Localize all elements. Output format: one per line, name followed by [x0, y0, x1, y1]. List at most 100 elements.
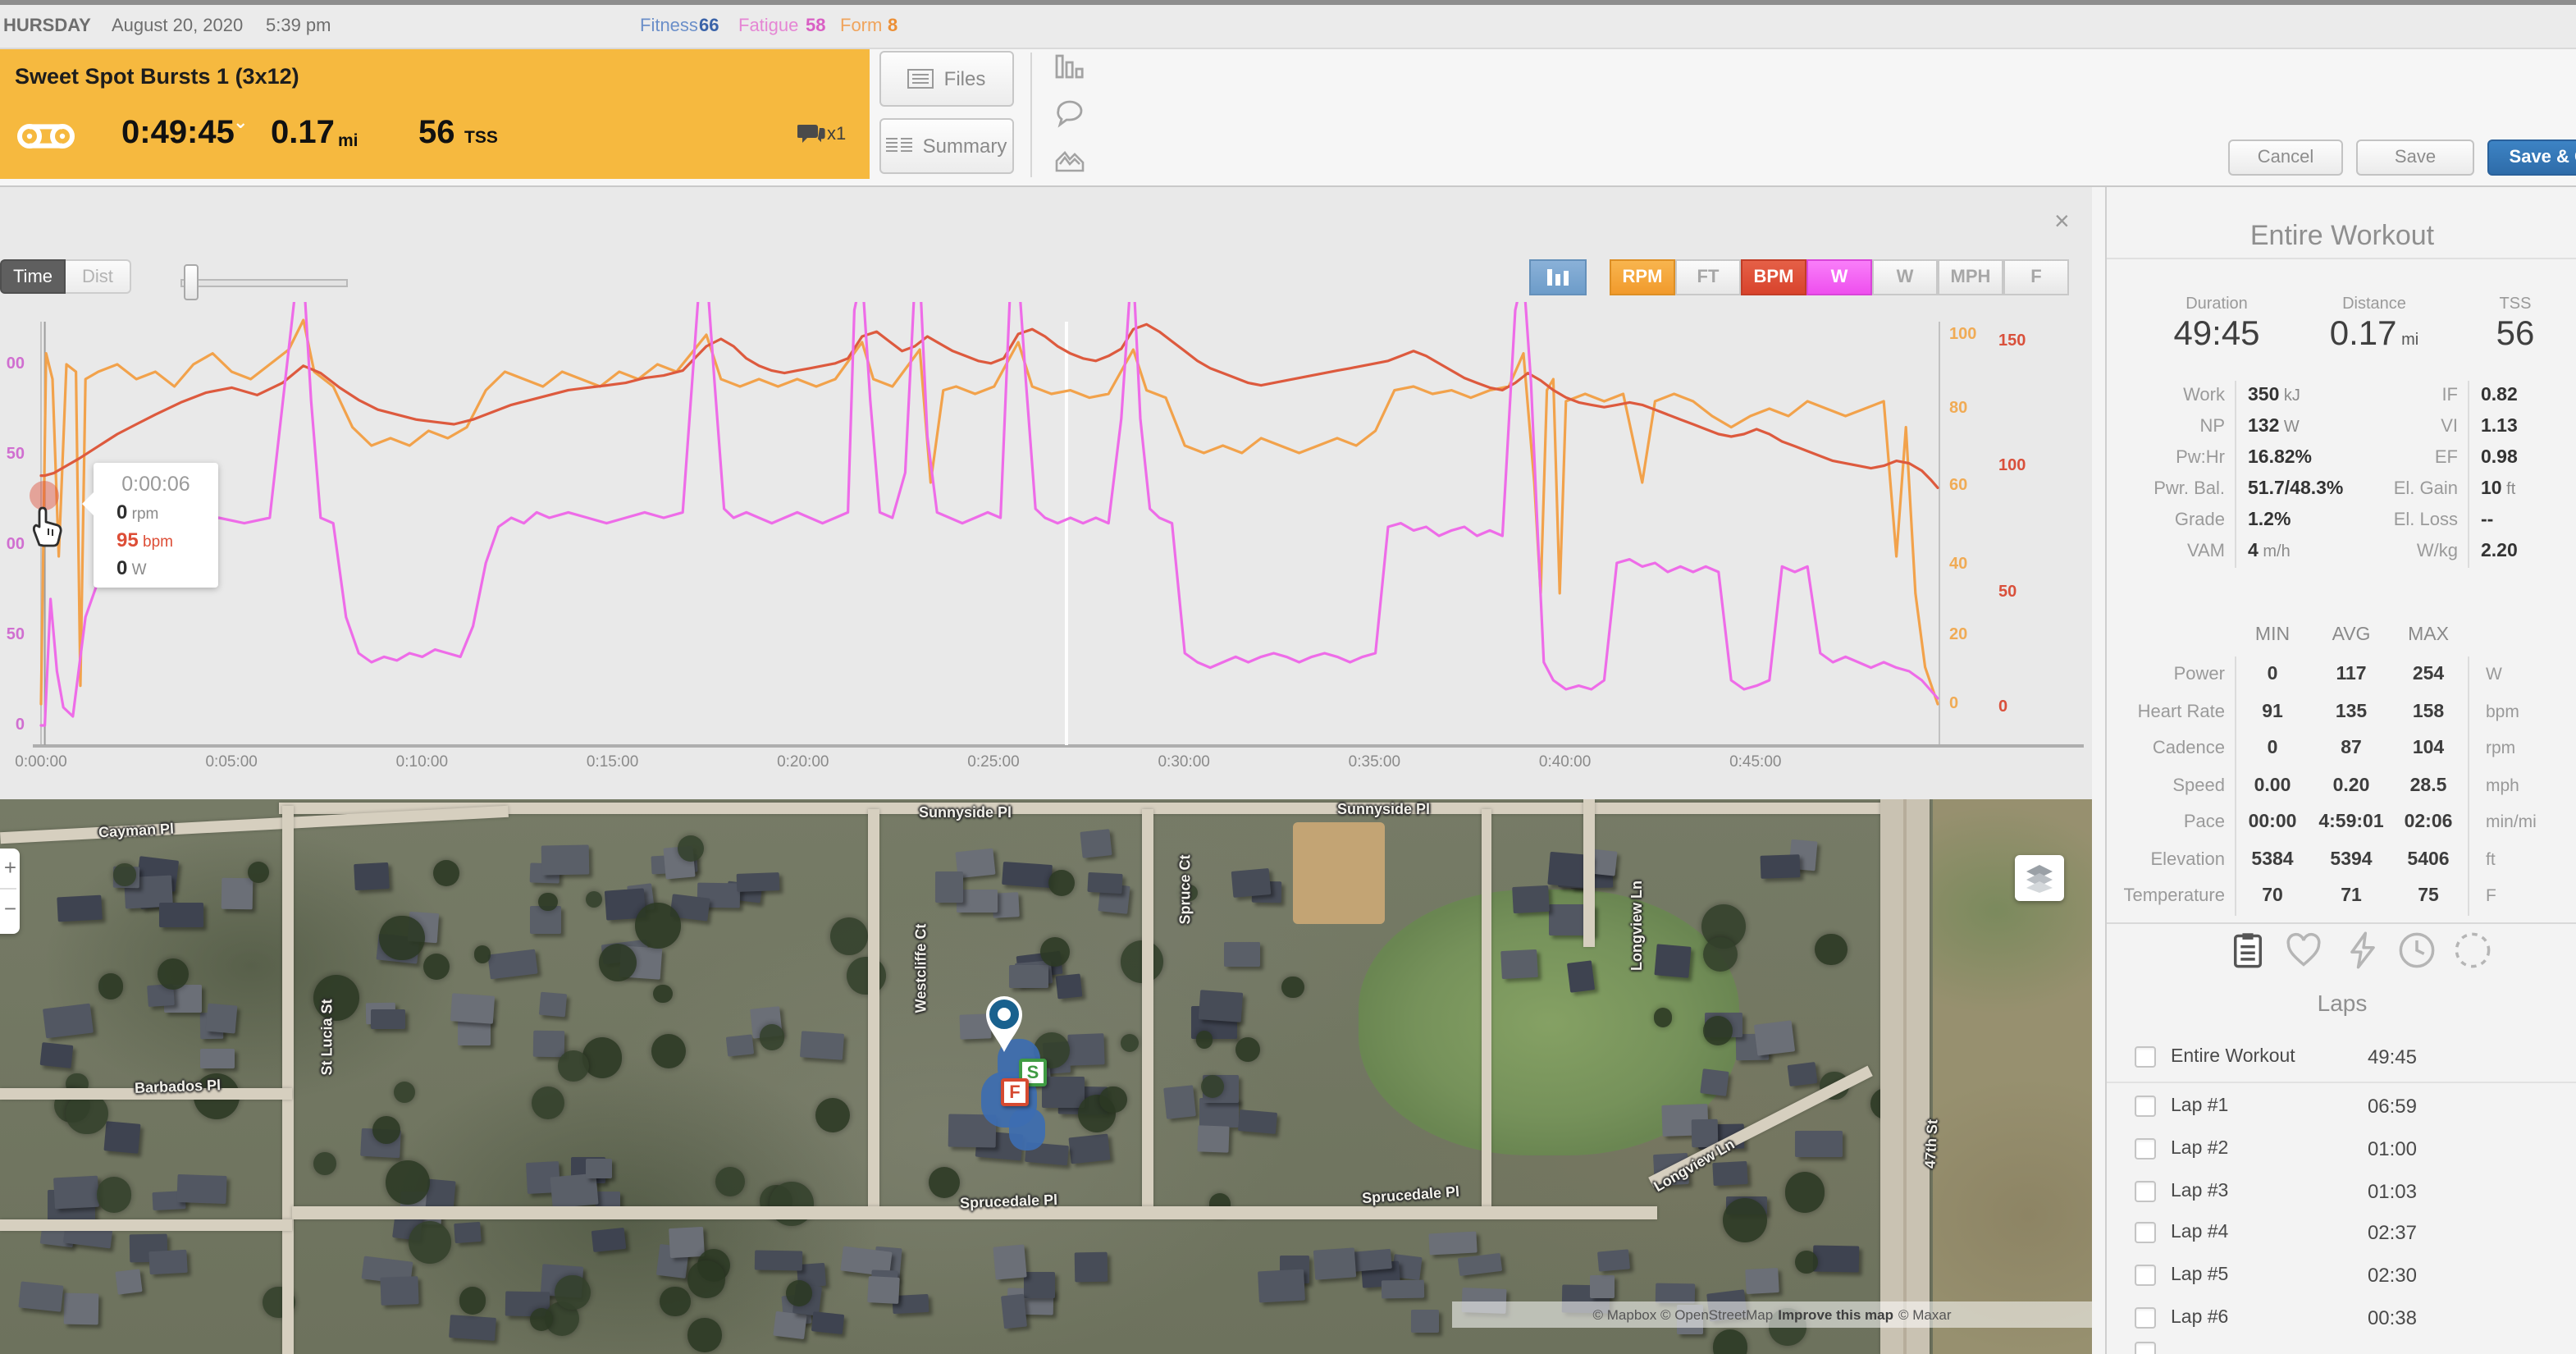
zoom-in-button[interactable]: + — [3, 855, 16, 880]
lap-row[interactable]: Lap #6 00:38 — [2107, 1298, 2576, 1338]
zoom-out-button[interactable]: − — [0, 888, 16, 929]
comment-count[interactable]: x1 — [827, 125, 847, 144]
bar-chart-tab-icon[interactable] — [1053, 53, 1086, 82]
improve-map-link[interactable]: Improve this map — [1778, 1306, 1893, 1323]
map-tree — [829, 917, 869, 956]
x-axis-tick: 0:15:00 — [586, 753, 639, 771]
workout-banner[interactable]: Sweet Spot Bursts 1 (3x12) 0:49:45 ⌄ 0.1… — [0, 49, 870, 179]
map-tree — [473, 945, 491, 963]
map-house — [810, 1311, 843, 1334]
lap-checkbox[interactable] — [2135, 1181, 2156, 1202]
files-button[interactable]: Files — [879, 51, 1014, 107]
lap-time: 01:00 — [2367, 1137, 2417, 1160]
tooltip-row: 0 rpm — [116, 501, 159, 524]
histogram-button[interactable] — [1529, 259, 1587, 295]
close-icon[interactable]: × — [2054, 208, 2070, 236]
zoom-slider-track[interactable] — [180, 279, 348, 287]
tooltip-time: 0:00:06 — [121, 473, 190, 496]
x-axis-tick: 0:00:00 — [15, 753, 67, 771]
duration-value[interactable]: 0:49:45 — [121, 115, 235, 151]
map-house — [1313, 1247, 1358, 1280]
map-road — [282, 806, 294, 1354]
summary-button[interactable]: Summary — [879, 118, 1014, 174]
map-house — [43, 1003, 94, 1039]
map-house — [585, 1159, 612, 1178]
lap-checkbox[interactable] — [2135, 1307, 2156, 1329]
stat-label: VAM — [2186, 542, 2225, 561]
chart-canvas[interactable] — [0, 302, 2084, 770]
map-tree — [715, 1167, 746, 1197]
cadence-axis-tick: 80 — [1949, 400, 1968, 418]
metric-min: 0 — [2267, 739, 2278, 758]
map-house — [1054, 973, 1082, 999]
x-axis-tick: 0:45:00 — [1729, 753, 1782, 771]
map-tree — [687, 1260, 725, 1298]
map-tree — [372, 1116, 400, 1145]
map-layers-button[interactable] — [2015, 855, 2064, 901]
metric-max: 254 — [2412, 665, 2445, 684]
x-axis-tick: 0:05:00 — [205, 753, 258, 771]
map-tree — [66, 1092, 108, 1135]
lap-checkbox-partial[interactable] — [2135, 1342, 2156, 1354]
map-tree — [555, 1274, 591, 1311]
map-house — [449, 1315, 497, 1342]
channel-button-w[interactable]: W — [1806, 259, 1872, 295]
time-toggle[interactable]: Time — [0, 259, 66, 294]
stat-value: 16.82% — [2248, 448, 2313, 468]
stat-label: IF — [2441, 386, 2458, 405]
save-close-button[interactable]: Save & Clo — [2487, 140, 2576, 176]
zoom-slider-handle[interactable] — [184, 264, 199, 300]
map-tree — [1196, 1031, 1213, 1049]
map-house — [934, 871, 964, 903]
lap-row[interactable]: Lap #3 01:03 — [2107, 1172, 2576, 1211]
area-chart-tab-icon[interactable] — [1053, 146, 1086, 176]
time-tab-icon[interactable] — [2396, 931, 2438, 970]
comments-icon[interactable] — [797, 121, 825, 146]
map-house — [1795, 1131, 1843, 1158]
channel-button-f[interactable]: F — [2003, 259, 2069, 295]
stat-label: El. Loss — [2393, 510, 2458, 530]
map-house — [1500, 949, 1538, 980]
cadence-axis-tick: 100 — [1949, 326, 1977, 344]
lap-row[interactable]: Lap #2 01:00 — [2107, 1129, 2576, 1169]
workout-title[interactable]: Sweet Spot Bursts 1 (3x12) — [15, 64, 299, 89]
lap-row[interactable]: Lap #5 02:30 — [2107, 1256, 2576, 1295]
channel-button-mph[interactable]: MPH — [1938, 259, 2003, 295]
map-tree — [538, 892, 558, 912]
lap-checkbox[interactable] — [2135, 1222, 2156, 1243]
route-map[interactable]: Cayman Pl Sunnyside Pl Sunnyside Pl Barbado… — [0, 799, 2092, 1354]
lap-checkbox[interactable] — [2135, 1265, 2156, 1286]
laps-list-tab-icon[interactable] — [2227, 931, 2269, 970]
heart-rate-tab-icon[interactable] — [2282, 931, 2325, 970]
channel-button-w[interactable]: W — [1872, 259, 1938, 295]
channel-button-ft[interactable]: FT — [1675, 259, 1741, 295]
map-road — [868, 809, 879, 1213]
lap-row[interactable]: Lap #1 06:59 — [2107, 1086, 2576, 1126]
tss-value: 56 — [418, 115, 455, 151]
lap-row[interactable]: Lap #4 02:37 — [2107, 1213, 2576, 1252]
channel-button-rpm[interactable]: RPM — [1610, 259, 1675, 295]
lap-checkbox[interactable] — [2135, 1096, 2156, 1117]
lap-checkbox[interactable] — [2135, 1138, 2156, 1160]
cancel-button[interactable]: Cancel — [2228, 140, 2343, 176]
date-bar: HURSDAY August 20, 2020 5:39 pm Fitness … — [0, 5, 2576, 49]
dist-toggle[interactable]: Dist — [66, 259, 131, 294]
power-tab-icon[interactable] — [2341, 931, 2384, 970]
map-house — [1074, 1251, 1108, 1283]
comments-tab-icon[interactable] — [1053, 98, 1086, 128]
x-axis-tick: 0:25:00 — [967, 753, 1020, 771]
lap-checkbox[interactable] — [2135, 1046, 2156, 1068]
tss-unit: TSS — [464, 128, 498, 148]
minmax-header: MIN — [2254, 625, 2291, 645]
zones-tab-icon[interactable] — [2451, 931, 2494, 970]
metric-unit: F — [2486, 886, 2496, 906]
workout-chart[interactable] — [0, 302, 2084, 770]
lap-row[interactable]: Entire Workout 49:45 — [2107, 1037, 2576, 1077]
lap-label: Lap #5 — [2171, 1265, 2229, 1285]
map-house — [1411, 1309, 1439, 1333]
chevron-down-icon[interactable]: ⌄ — [233, 113, 249, 133]
map-house — [1712, 1161, 1747, 1187]
save-button[interactable]: Save — [2356, 140, 2474, 176]
channel-button-bpm[interactable]: BPM — [1741, 259, 1806, 295]
map-zoom-control[interactable]: + − — [0, 849, 20, 934]
